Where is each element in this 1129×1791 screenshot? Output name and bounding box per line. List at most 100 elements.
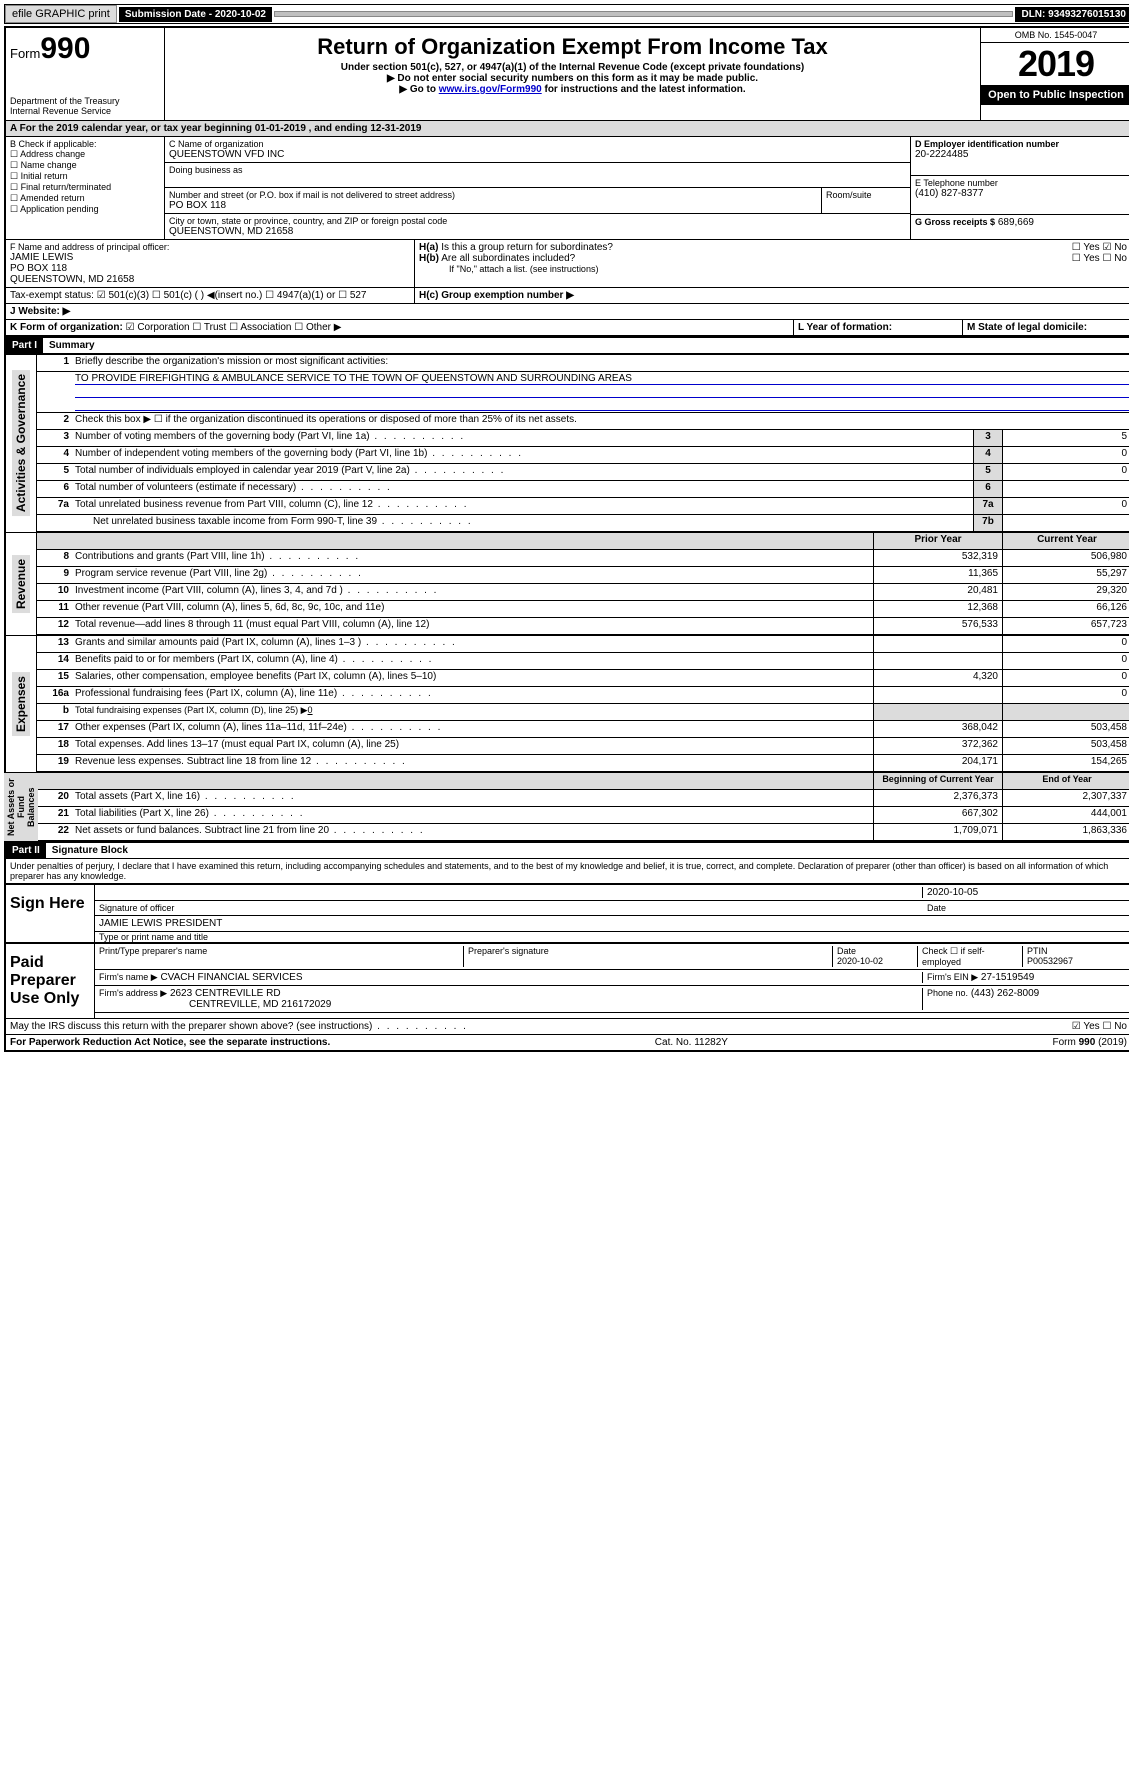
firm-phone: (443) 262-8009 — [971, 988, 1039, 999]
chk-501c3[interactable]: 501(c)(3) — [97, 290, 149, 301]
c16a: 0 — [1002, 687, 1129, 703]
p10: 20,481 — [873, 584, 1002, 600]
l20: Total assets (Part X, line 16) — [73, 790, 873, 806]
form-title: Return of Organization Exempt From Incom… — [169, 34, 976, 60]
l6: Total number of volunteers (estimate if … — [73, 481, 973, 497]
c19: 154,265 — [1002, 755, 1129, 771]
ph4: Check ☐ if self-employed — [918, 946, 1023, 967]
chk-4947[interactable]: 4947(a)(1) or — [265, 290, 335, 301]
paid-label: Paid Preparer Use Only — [6, 944, 95, 1018]
korg-label: K Form of organization: — [10, 322, 123, 333]
chk-501c[interactable]: 501(c) ( ) ◀(insert no.) — [152, 290, 263, 301]
pdate: 2020-10-02 — [837, 956, 883, 966]
l2: Check this box ▶ ☐ if the organization d… — [73, 413, 1129, 429]
officer-name: JAMIE LEWIS — [10, 252, 410, 263]
h-b: H(b) Are all subordinates included? Yes … — [419, 253, 1127, 264]
l10: Investment income (Part VIII, column (A)… — [73, 584, 873, 600]
chk-address[interactable]: Address change — [10, 149, 160, 160]
part1-title: Summary — [43, 340, 95, 351]
v4: 0 — [1002, 447, 1129, 463]
spacer — [274, 11, 1013, 17]
l1v: TO PROVIDE FIREFIGHTING & AMBULANCE SERV… — [75, 373, 1129, 385]
phone-label: E Telephone number — [915, 178, 1127, 188]
formver: Form 990 (2019) — [1053, 1037, 1127, 1048]
ph2: Preparer's signature — [464, 946, 833, 967]
b20: 2,376,373 — [873, 790, 1002, 806]
irs-link[interactable]: www.irs.gov/Form990 — [439, 84, 542, 95]
hdr-curr: Current Year — [1002, 533, 1129, 549]
ein-label: D Employer identification number — [915, 139, 1127, 149]
v7b — [1002, 515, 1129, 531]
v3: 5 — [1002, 430, 1129, 446]
c17: 503,458 — [1002, 721, 1129, 737]
dba-label: Doing business as — [169, 165, 906, 175]
p16a — [873, 687, 1002, 703]
efile-btn[interactable]: efile GRAPHIC print — [5, 5, 117, 23]
chk-initial[interactable]: Initial return — [10, 171, 160, 182]
c9: 55,297 — [1002, 567, 1129, 583]
chk-amended[interactable]: Amended return — [10, 193, 160, 204]
addr-label: Number and street (or P.O. box if mail i… — [169, 190, 817, 200]
chk-name[interactable]: Name change — [10, 160, 160, 171]
p14 — [873, 653, 1002, 669]
l11: Other revenue (Part VIII, column (A), li… — [73, 601, 873, 617]
e22: 1,863,336 — [1002, 824, 1129, 840]
side-revenue: Revenue — [12, 555, 30, 613]
v5: 0 — [1002, 464, 1129, 480]
chk-assoc[interactable]: Association — [229, 322, 291, 333]
lyr-label: L Year of formation: — [798, 322, 892, 333]
mstate-label: M State of legal domicile: — [967, 322, 1087, 333]
l14: Benefits paid to or for members (Part IX… — [73, 653, 873, 669]
perjury: Under penalties of perjury, I declare th… — [6, 859, 1129, 883]
v6 — [1002, 481, 1129, 497]
p18: 372,362 — [873, 738, 1002, 754]
officer-addr: PO BOX 118 — [10, 263, 410, 274]
c18: 503,458 — [1002, 738, 1129, 754]
chk-final[interactable]: Final return/terminated — [10, 182, 160, 193]
chk-corp[interactable]: Corporation — [126, 322, 190, 333]
discuss-yes[interactable]: Yes — [1072, 1021, 1100, 1032]
c10: 29,320 — [1002, 584, 1129, 600]
firm-addr2: CENTREVILLE, MD 216172029 — [99, 999, 331, 1010]
phone-val: (410) 827-8377 — [915, 188, 1127, 199]
ptin: P00532967 — [1027, 956, 1073, 966]
b21: 667,302 — [873, 807, 1002, 823]
l22: Net assets or fund balances. Subtract li… — [73, 824, 873, 840]
chk-trust[interactable]: Trust — [192, 322, 226, 333]
h-a: H(a) Is this a group return for subordin… — [419, 242, 1127, 253]
note-ssn: Do not enter social security numbers on … — [169, 73, 976, 84]
sig-date: 2020-10-05 — [922, 887, 1127, 898]
l4: Number of independent voting members of … — [73, 447, 973, 463]
ph1: Print/Type preparer's name — [99, 946, 464, 967]
firm-ein: 27-1519549 — [981, 972, 1034, 983]
side-netassets: Net Assets orFund Balances — [4, 773, 38, 841]
officer-label: F Name and address of principal officer: — [10, 242, 410, 252]
l7b: Net unrelated business taxable income fr… — [73, 515, 973, 531]
chk-other[interactable]: Other ▶ — [294, 322, 341, 333]
l12: Total revenue—add lines 8 through 11 (mu… — [73, 618, 873, 634]
org-city: QUEENSTOWN, MD 21658 — [169, 226, 906, 237]
discuss-no[interactable]: No — [1102, 1021, 1127, 1032]
c14: 0 — [1002, 653, 1129, 669]
side-activities: Activities & Governance — [12, 370, 30, 516]
signer-name: JAMIE LEWIS PRESIDENT — [99, 918, 222, 929]
p11: 12,368 — [873, 601, 1002, 617]
l13: Grants and similar amounts paid (Part IX… — [73, 636, 873, 652]
sign-here-label: Sign Here — [6, 885, 95, 942]
period-line: A For the 2019 calendar year, or tax yea… — [6, 121, 1129, 137]
c11: 66,126 — [1002, 601, 1129, 617]
officer-city: QUEENSTOWN, MD 21658 — [10, 274, 410, 285]
sigoff-label: Signature of officer — [99, 903, 923, 913]
l21: Total liabilities (Part X, line 26) — [73, 807, 873, 823]
b22: 1,709,071 — [873, 824, 1002, 840]
c13: 0 — [1002, 636, 1129, 652]
discuss: May the IRS discuss this return with the… — [10, 1021, 1072, 1032]
hdr-begin: Beginning of Current Year — [873, 773, 1002, 789]
gross-label: G Gross receipts $ — [915, 217, 995, 227]
l17: Other expenses (Part IX, column (A), lin… — [73, 721, 873, 737]
v7a: 0 — [1002, 498, 1129, 514]
chk-527[interactable]: 527 — [338, 290, 366, 301]
chk-pending[interactable]: Application pending — [10, 204, 160, 215]
tax-year: 2019 — [981, 43, 1129, 85]
ein-val: 20-2224485 — [915, 149, 1127, 160]
